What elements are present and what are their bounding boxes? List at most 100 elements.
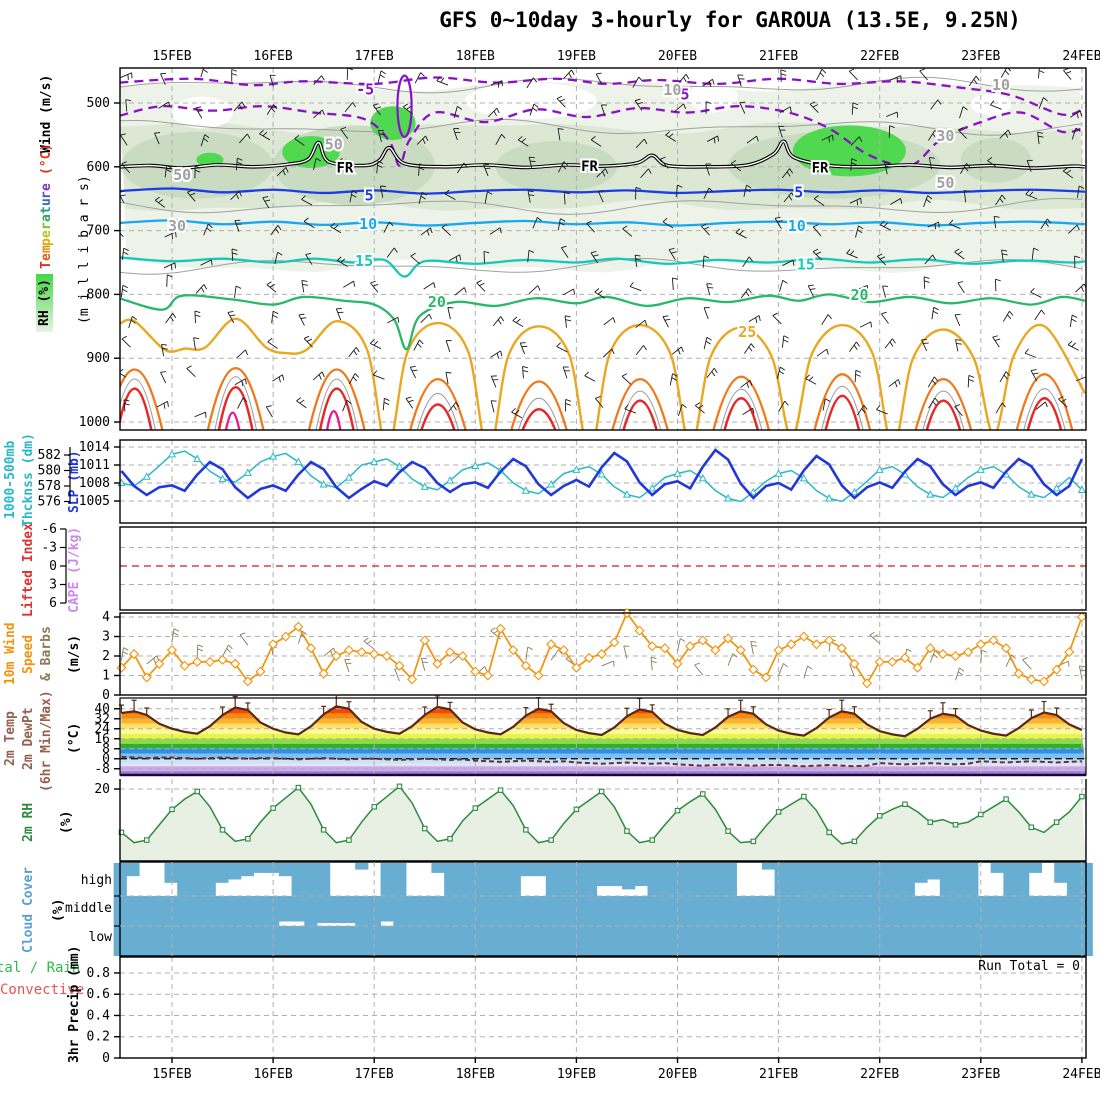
top-date-label: 23FEB — [961, 49, 1000, 64]
cloud-bar-high — [952, 863, 966, 896]
svg-text:0.8: 0.8 — [87, 966, 110, 981]
bottom-date-label: 22FEB — [860, 1067, 899, 1082]
cloud-bar-high — [1066, 863, 1081, 896]
cloud-bar-low — [850, 926, 865, 956]
cloud-bar-low — [672, 926, 687, 956]
rh2m-marker — [143, 837, 150, 843]
svg-text:-5: -5 — [356, 81, 374, 99]
cloud-bar-middle — [189, 896, 204, 926]
svg-text:10: 10 — [663, 81, 681, 99]
cloud-bar-middle — [583, 896, 598, 926]
cloud-bar-high — [965, 863, 979, 896]
cloud-bar-low — [761, 926, 776, 956]
wind10-marker — [1026, 674, 1037, 685]
cloud-bar-high — [583, 863, 598, 896]
cloud-bar-high — [914, 863, 928, 883]
cloud-bar-middle — [545, 896, 560, 926]
cloud-bar-middle — [253, 896, 267, 926]
cloud-bar-low — [1066, 926, 1081, 956]
svg-text:1000: 1000 — [79, 415, 110, 430]
cloud-bar-low — [291, 926, 305, 956]
cloud-bar-middle — [761, 896, 776, 926]
rh2m-marker — [674, 807, 681, 814]
wind10-marker — [432, 658, 443, 669]
svg-text:-8: -8 — [94, 762, 110, 777]
cloud-row-middle-label: middle — [65, 901, 112, 916]
temp-color-band — [120, 748, 1086, 754]
cloud-bar-low — [927, 926, 941, 956]
cloud-bar-low — [367, 926, 382, 956]
cloud-bar-high — [1003, 863, 1017, 896]
rh2m-marker — [219, 827, 226, 833]
cloud-bar-low — [558, 926, 572, 956]
thickness-marker — [521, 486, 530, 494]
cloud-bar-high — [571, 863, 585, 896]
svg-text:0.2: 0.2 — [87, 1030, 110, 1045]
wind10-marker — [862, 678, 873, 689]
cloud-bar-low — [329, 926, 343, 956]
wind10-marker — [445, 647, 456, 658]
thickness-marker — [344, 473, 353, 481]
cloud-bar-high — [469, 863, 483, 896]
rh-dry-hole — [172, 96, 233, 129]
bottom-date-label: 18FEB — [456, 1067, 495, 1082]
bottom-date-label: 24FEB — [1062, 1067, 1100, 1082]
wind10-marker — [305, 643, 317, 654]
wind10-marker — [912, 662, 923, 673]
cloud-bar-low — [571, 926, 585, 956]
cloud-bar-high — [520, 863, 534, 877]
cloud-bar-low — [355, 926, 369, 956]
temp-color-band — [120, 738, 1086, 744]
upper-wind-barbs — [120, 68, 1086, 419]
cloud-bar-high — [698, 863, 712, 896]
precip-panel: 0 0.2 0.4 0.6 0.8 Run Total = 0 15FEB 16FEB 17FE… — [87, 956, 1100, 1082]
wind10-marker — [280, 631, 291, 642]
thickness-marker — [269, 452, 278, 460]
cloud-bar-low — [545, 926, 560, 956]
cloud-bar-low — [520, 926, 534, 956]
wind10-marker — [760, 672, 771, 683]
cloud-bar-low — [202, 926, 216, 956]
cloud-bar-middle — [456, 896, 471, 926]
cloud-bar-high — [189, 863, 204, 896]
svg-text:20: 20 — [94, 782, 110, 797]
cloud-bar-high — [800, 863, 814, 896]
rh2m-marker — [775, 809, 782, 815]
isotherm-dome — [922, 390, 965, 430]
cloud-bar-middle — [1066, 896, 1081, 926]
wind10-marker — [937, 649, 948, 660]
wind10-marker — [255, 666, 266, 677]
cloud-bar-low — [596, 926, 610, 956]
svg-text:50: 50 — [936, 174, 954, 192]
isotherm-dome — [925, 399, 962, 430]
cloud-row-high-label: high — [80, 873, 112, 888]
top-date-label: 20FEB — [658, 49, 697, 64]
cloud-bar-low — [469, 926, 483, 956]
svg-text:900: 900 — [87, 351, 110, 366]
cloud-bar-middle — [507, 896, 521, 926]
wind10-marker — [811, 639, 822, 650]
cloud-bar-middle — [939, 896, 954, 926]
rh2m-marker — [978, 811, 984, 818]
rh-contour-line — [120, 197, 1083, 215]
cloud-bar-high — [304, 863, 318, 896]
wind10-marker — [735, 645, 746, 656]
isotherm-25 — [120, 317, 1086, 430]
cloud-bar-middle — [520, 896, 534, 926]
isotherm-dome — [315, 378, 359, 430]
isotherm-dome — [618, 390, 662, 430]
cloud-bar-low — [405, 926, 420, 956]
slp-line — [120, 448, 1084, 500]
wind10-marker — [950, 650, 961, 662]
wind10-marker — [723, 633, 734, 644]
svg-text:1005: 1005 — [79, 494, 110, 509]
rh2m-marker — [851, 838, 858, 845]
wind10-marker — [369, 649, 380, 660]
rh2m-marker — [472, 805, 479, 811]
cloud-bar-high — [622, 863, 636, 890]
cloud-bar-middle — [685, 896, 699, 926]
wind10-marker — [419, 635, 430, 646]
wind10-marker — [508, 645, 519, 656]
cloud-bar-middle — [355, 896, 369, 926]
cloud-bar-middle — [558, 896, 572, 926]
